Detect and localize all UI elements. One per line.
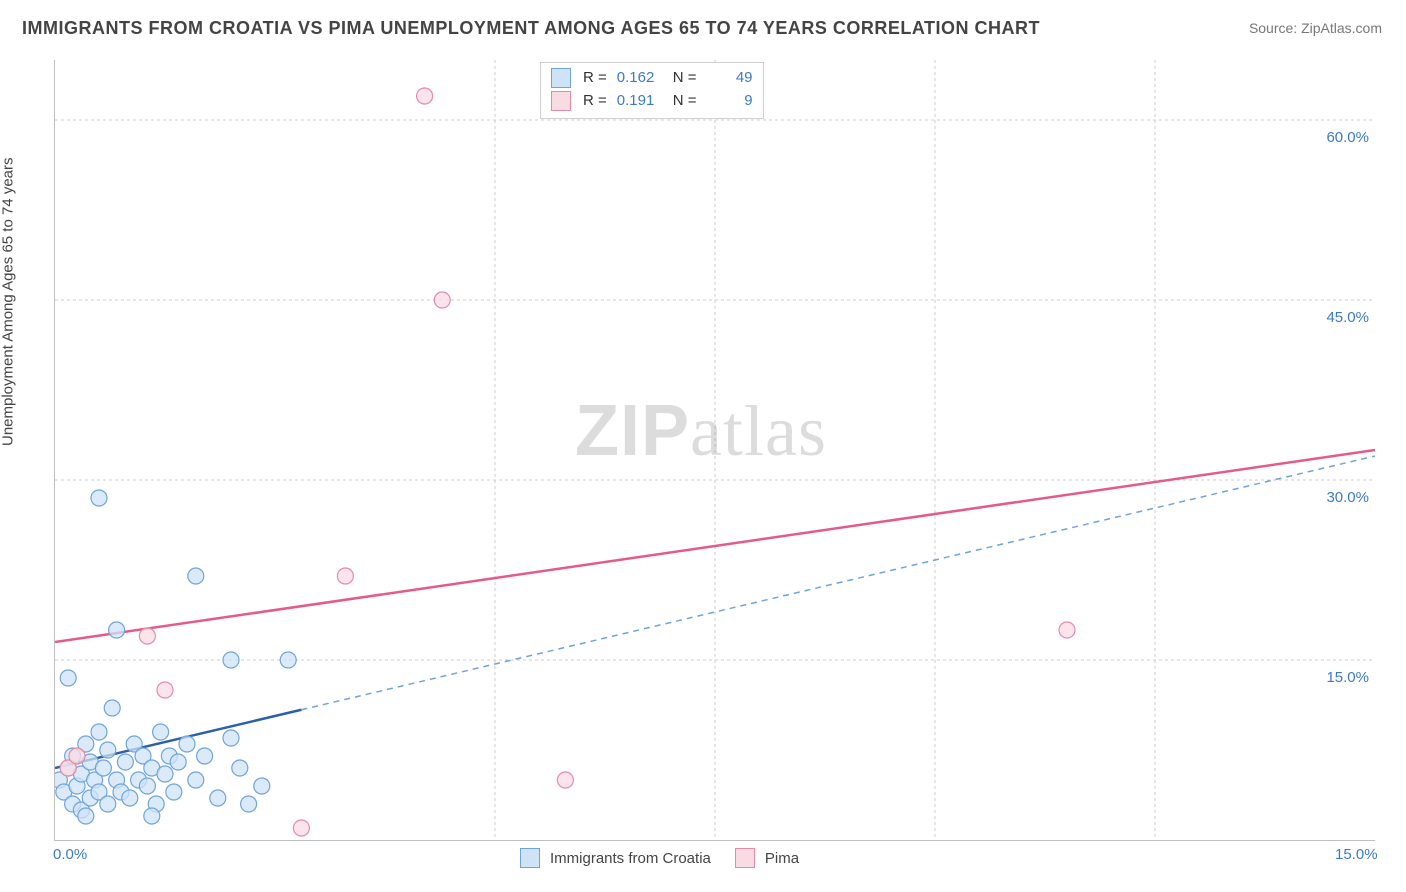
r-value-pima: 0.191 — [617, 90, 663, 113]
r-value-croatia: 0.162 — [617, 67, 663, 90]
legend-label-pima: Pima — [765, 850, 799, 867]
legend-entry-croatia: Immigrants from Croatia — [520, 848, 711, 868]
n-label: N = — [673, 67, 697, 90]
n-value-croatia: 49 — [707, 67, 753, 90]
svg-text:45.0%: 45.0% — [1326, 309, 1369, 326]
x-tick-label: 0.0% — [53, 846, 87, 863]
swatch-pima-icon — [551, 91, 571, 111]
chart-title: IMMIGRANTS FROM CROATIA VS PIMA UNEMPLOY… — [22, 18, 1040, 39]
plot-area: 15.0%30.0%45.0%60.0% ZIPatlas 0.0%15.0% — [54, 60, 1375, 841]
stat-legend-row-pima: R = 0.191 N = 9 — [551, 90, 753, 113]
plot-svg: 15.0% 30.0% 45.0% 60.0% — [55, 60, 1375, 840]
source-label: Source: ZipAtlas.com — [1249, 20, 1382, 36]
r-label: R = — [583, 90, 607, 113]
swatch-croatia-icon — [551, 68, 571, 88]
chart-container: IMMIGRANTS FROM CROATIA VS PIMA UNEMPLOY… — [0, 0, 1406, 892]
legend-label-croatia: Immigrants from Croatia — [550, 850, 711, 867]
r-label: R = — [583, 67, 607, 90]
stat-legend: R = 0.162 N = 49 R = 0.191 N = 9 — [540, 62, 764, 119]
legend-swatch-pima-icon — [735, 848, 755, 868]
svg-text:30.0%: 30.0% — [1326, 489, 1369, 506]
svg-text:15.0%: 15.0% — [1326, 669, 1369, 686]
stat-legend-row-croatia: R = 0.162 N = 49 — [551, 67, 753, 90]
legend-entry-pima: Pima — [735, 848, 799, 868]
x-tick-label: 15.0% — [1335, 846, 1378, 863]
svg-text:60.0%: 60.0% — [1326, 129, 1369, 146]
n-label: N = — [673, 90, 697, 113]
legend-swatch-croatia-icon — [520, 848, 540, 868]
y-axis-label: Unemployment Among Ages 65 to 74 years — [0, 157, 17, 446]
n-value-pima: 9 — [707, 90, 753, 113]
bottom-legend: Immigrants from Croatia Pima — [520, 848, 799, 868]
